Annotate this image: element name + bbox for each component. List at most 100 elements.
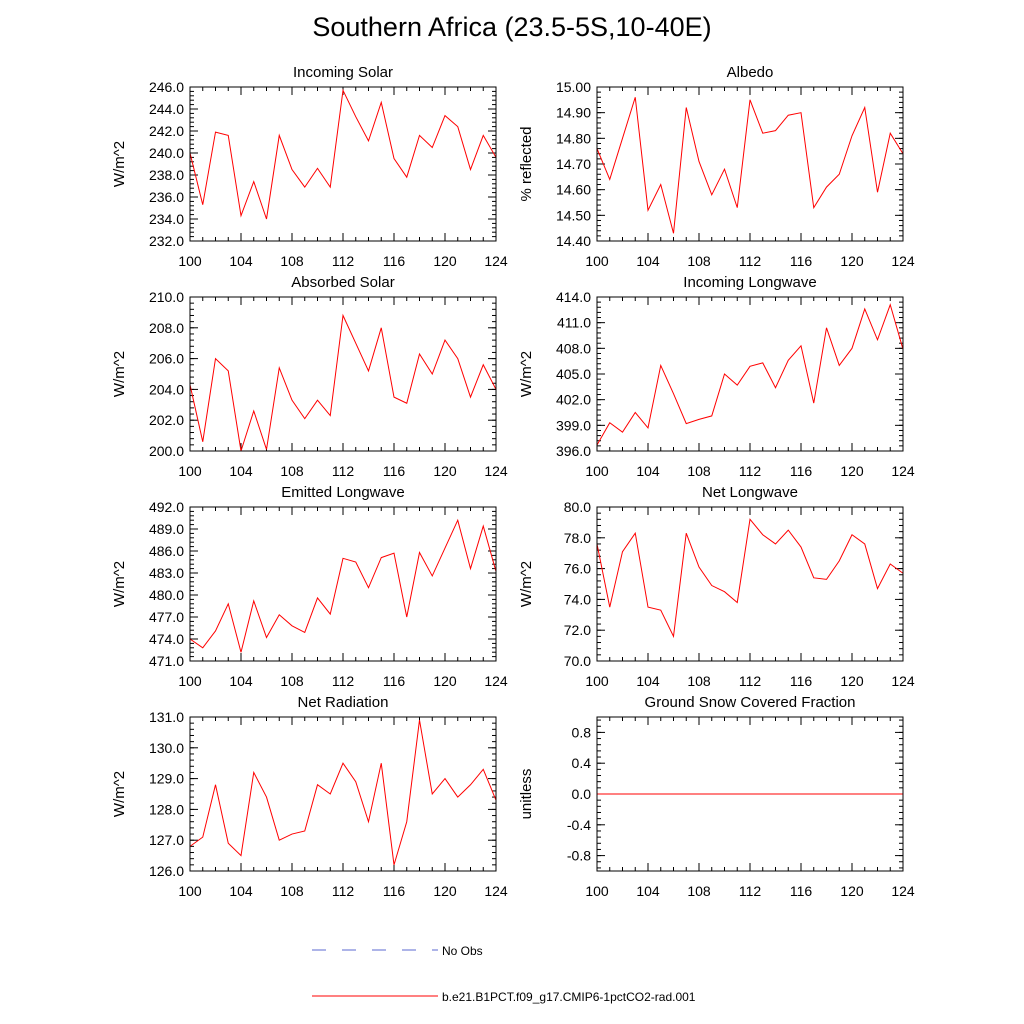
panel-emitted-longwave-x-tick-label: 112 [332, 673, 355, 689]
panel-net-longwave-y-tick-label: 80.0 [564, 499, 591, 515]
panel-net-longwave-x-tick-label: 112 [739, 673, 762, 689]
panel-emitted-longwave-y-tick-label: 486.0 [149, 543, 184, 559]
panel-net-longwave-x-tick-label: 124 [891, 673, 915, 689]
panel-albedo-ylabel: % reflected [518, 126, 535, 201]
panel-albedo-title: Albedo [727, 64, 774, 81]
panel-absorbed-solar-x-tick-label: 124 [484, 463, 508, 479]
panel-incoming-solar-y-tick-label: 244.0 [149, 101, 184, 117]
panel-emitted-longwave-x-tick-label: 104 [229, 673, 253, 689]
panel-incoming-solar-series-line [189, 88, 497, 220]
panel-net-radiation-y-tick-label: 131.0 [149, 709, 184, 725]
panel-incoming-longwave-x-tick-label: 124 [891, 463, 915, 479]
panel-net-radiation-y-tick-label: 126.0 [149, 863, 184, 879]
panel-ground-snow-covered-fraction-y-tick-label: 0.8 [572, 724, 592, 740]
panel-incoming-longwave-x-tick-label: 112 [739, 463, 762, 479]
panel-incoming-solar-y-tick-label: 246.0 [149, 79, 184, 95]
panel-absorbed-solar: Absorbed Solar W/m^2 100 104 108 112 116 120 124… [111, 274, 508, 479]
panel-net-radiation-x-tick-label: 112 [332, 883, 355, 899]
panel-absorbed-solar-x-tick-label: 104 [229, 463, 253, 479]
panel-albedo-x-tick-label: 104 [636, 253, 660, 269]
panel-emitted-longwave-y-tick-label: 480.0 [149, 587, 184, 603]
panel-albedo-x-tick-label: 112 [739, 253, 762, 269]
panel-incoming-longwave-x-tick-label: 120 [840, 463, 864, 479]
panel-ground-snow-covered-fraction-ylabel: unitless [518, 769, 535, 820]
panel-incoming-longwave-series-line [596, 303, 904, 446]
panel-incoming-solar-x-tick-label: 116 [383, 253, 406, 269]
panel-net-radiation-y-tick-label: 128.0 [149, 801, 184, 817]
panel-emitted-longwave-title: Emitted Longwave [281, 484, 404, 501]
panel-emitted-longwave-y-tick-label: 489.0 [149, 521, 184, 537]
panel-ground-snow-covered-fraction-x-tick-label: 120 [840, 883, 864, 899]
panel-absorbed-solar-title: Absorbed Solar [291, 274, 394, 291]
panel-albedo-x-tick-label: 108 [687, 253, 711, 269]
panel-incoming-longwave-x-tick-label: 116 [790, 463, 813, 479]
panel-albedo-y-tick-label: 14.50 [556, 207, 591, 223]
panel-ground-snow-covered-fraction-title: Ground Snow Covered Fraction [645, 694, 856, 711]
panel-ground-snow-covered-fraction-y-tick-label: 0.0 [572, 786, 592, 802]
panel-absorbed-solar-frame [189, 296, 497, 452]
panel-emitted-longwave-ylabel: W/m^2 [111, 561, 128, 607]
panel-albedo-y-tick-label: 15.00 [556, 79, 591, 95]
panel-ground-snow-covered-fraction-x-tick-label: 124 [891, 883, 915, 899]
panel-incoming-longwave: Incoming Longwave W/m^2 100 104 108 112 116 120… [518, 274, 915, 479]
panel-incoming-longwave-y-tick-label: 411.0 [557, 315, 591, 331]
panel-emitted-longwave-x-tick-label: 100 [178, 673, 202, 689]
panel-net-radiation-y-tick-label: 129.0 [149, 771, 184, 787]
panel-absorbed-solar-x-tick-label: 100 [178, 463, 202, 479]
panel-net-longwave-x-tick-label: 100 [585, 673, 609, 689]
panel-ground-snow-covered-fraction-frame [596, 716, 904, 872]
panel-albedo-x-tick-label: 116 [790, 253, 813, 269]
panel-ground-snow-covered-fraction: Ground Snow Covered Fraction unitless 100 1… [518, 694, 915, 899]
panel-absorbed-solar-x-tick-label: 108 [280, 463, 304, 479]
legend-label-2: b.e21.B1PCT.f09_g17.CMIP6-1pctCO2-rad.00… [442, 990, 696, 1004]
panel-ground-snow-covered-fraction-x-tick-label: 100 [585, 883, 609, 899]
panel-net-radiation-x-tick-label: 100 [178, 883, 202, 899]
panel-incoming-solar-y-tick-label: 238.0 [149, 167, 184, 183]
panel-net-radiation-x-tick-label: 120 [433, 883, 457, 899]
panel-albedo-y-tick-label: 14.60 [556, 182, 591, 198]
panel-incoming-solar: Incoming Solar W/m^2 100 104 108 112 116 120 124… [111, 64, 508, 269]
panel-net-radiation: Net Radiation W/m^2 100 104 108 112 116 120 124 1… [111, 694, 508, 899]
panel-absorbed-solar-y-tick-label: 204.0 [149, 381, 184, 397]
panel-incoming-longwave-x-tick-label: 104 [636, 463, 660, 479]
panel-net-radiation-x-tick-label: 108 [280, 883, 304, 899]
panel-albedo-y-tick-label: 14.40 [556, 233, 591, 249]
panel-incoming-longwave-y-tick-label: 414.0 [556, 289, 591, 305]
panel-incoming-solar-x-tick-label: 100 [178, 253, 202, 269]
panel-net-longwave-x-tick-label: 116 [790, 673, 813, 689]
panel-ground-snow-covered-fraction-x-tick-label: 112 [739, 883, 762, 899]
panel-absorbed-solar-x-tick-label: 116 [383, 463, 406, 479]
panel-incoming-longwave-title: Incoming Longwave [683, 274, 816, 291]
panel-net-longwave-y-tick-label: 72.0 [564, 622, 591, 638]
panel-ground-snow-covered-fraction-y-tick-label: 0.4 [572, 755, 592, 771]
panel-emitted-longwave-frame [189, 506, 497, 662]
panel-net-longwave-frame [596, 506, 904, 662]
panel-net-longwave-x-tick-label: 104 [636, 673, 660, 689]
panel-albedo-x-tick-label: 100 [585, 253, 609, 269]
panel-incoming-solar-y-tick-label: 236.0 [149, 189, 184, 205]
panel-incoming-solar-x-tick-label: 108 [280, 253, 304, 269]
panel-net-longwave-title: Net Longwave [702, 484, 798, 501]
panel-incoming-solar-x-tick-label: 120 [433, 253, 457, 269]
panel-absorbed-solar-y-tick-label: 208.0 [149, 320, 184, 336]
panel-net-radiation-x-tick-label: 116 [383, 883, 406, 899]
panel-absorbed-solar-series-line [189, 313, 497, 452]
panel-absorbed-solar-y-tick-label: 202.0 [149, 412, 184, 428]
panel-incoming-longwave-y-tick-label: 396.0 [556, 443, 591, 459]
panel-albedo-y-tick-label: 14.90 [556, 105, 591, 121]
panel-ground-snow-covered-fraction-x-tick-label: 104 [636, 883, 660, 899]
panel-absorbed-solar-ylabel: W/m^2 [111, 351, 128, 397]
panel-emitted-longwave-y-tick-label: 471.0 [149, 653, 184, 669]
panel-net-longwave-ylabel: W/m^2 [518, 561, 535, 607]
panel-net-radiation-x-tick-label: 104 [229, 883, 253, 899]
panel-emitted-longwave-y-tick-label: 483.0 [149, 565, 184, 581]
panel-emitted-longwave: Emitted Longwave W/m^2 100 104 108 112 116 120 1… [111, 484, 508, 689]
panel-emitted-longwave-y-tick-label: 492.0 [149, 499, 184, 515]
figure-title: Southern Africa (23.5-5S,10-40E) [312, 12, 712, 42]
panel-net-radiation-title: Net Radiation [298, 694, 389, 711]
panel-incoming-longwave-y-tick-label: 405.0 [556, 366, 591, 382]
panel-ground-snow-covered-fraction-y-tick-label: -0.4 [567, 817, 591, 833]
panel-absorbed-solar-y-tick-label: 206.0 [149, 351, 184, 367]
panel-net-radiation-ylabel: W/m^2 [111, 771, 128, 817]
